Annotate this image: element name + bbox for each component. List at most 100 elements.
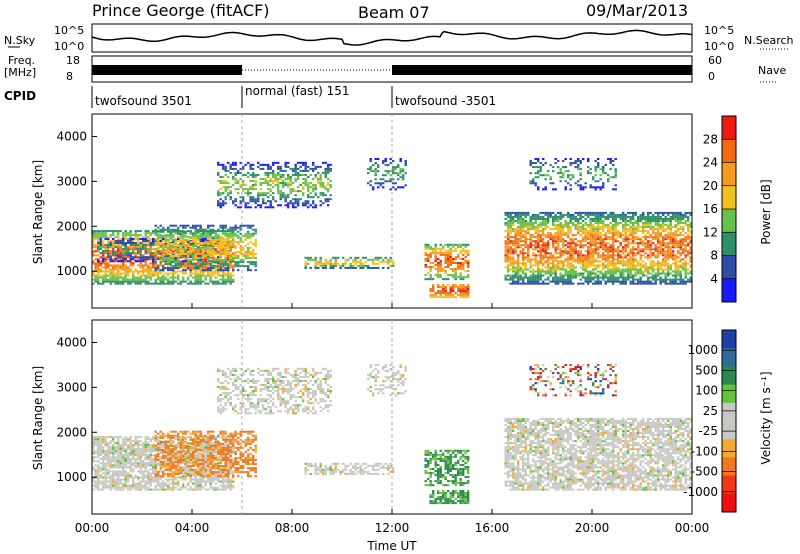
power-cell [617,268,620,271]
power-cell [647,282,650,285]
power-cell [239,224,242,227]
power-cell [509,217,512,220]
power-cell [647,219,650,223]
power-cell [689,258,692,261]
power-cell [117,278,120,281]
power-cell [667,244,670,247]
power-cell [517,262,520,265]
power-cell [662,228,665,231]
power-cell [587,264,590,267]
power-cell [532,182,535,185]
power-cell [132,252,135,255]
power-cell [147,270,150,273]
power-cell [219,255,222,258]
power-cell [554,252,557,255]
power-cell [512,244,515,247]
power-cell [642,215,645,218]
power-cell [537,230,540,233]
power-cell [552,270,555,273]
power-cell [667,272,670,275]
power-cell [264,182,267,185]
power-cell [117,250,120,253]
power-cell [139,274,142,277]
power-cell [687,230,690,233]
power-cell [564,213,567,216]
power-cell [239,232,242,235]
power-cell [229,226,232,229]
power-cell [132,234,135,237]
power-cell [537,276,540,279]
power-cell [524,238,527,241]
power-cell [512,262,515,265]
power-cell [594,234,597,237]
power-cell [604,270,607,273]
power-cell [534,244,537,247]
power-cell [687,254,690,257]
power-cell [599,254,602,257]
power-cell [634,260,637,263]
power-cell [149,268,152,271]
power-cell [537,266,540,269]
power-cell [679,211,682,214]
power-cell [149,240,152,243]
power-cell [539,174,542,177]
power-cell [177,226,180,229]
power-cell [424,278,427,281]
power-cell [247,255,250,258]
power-cell [627,211,630,214]
power-cell [147,274,150,277]
power-cell [444,249,447,252]
power-cell [504,217,507,220]
power-cell [684,254,687,257]
power-cell [629,226,632,229]
power-cell [624,264,627,267]
power-cell [202,248,205,251]
power-cell [672,244,675,247]
power-cell [564,272,567,275]
power-cell [182,269,185,272]
power-cell [557,238,560,241]
power-cell [242,198,245,201]
power-cell [612,272,615,275]
power-cell [687,278,690,281]
power-cell [217,194,220,197]
power-cell [544,242,547,245]
power-cell [312,177,315,181]
power-cell [127,268,130,271]
power-cell [242,248,245,251]
power-cell [512,215,515,218]
power-cell [542,262,545,265]
power-cell [129,278,132,281]
power-cell [579,222,582,225]
power-cell [239,186,242,189]
power-cell [92,262,95,265]
power-cell [149,274,152,277]
power-cell [194,270,197,273]
power-cell [282,175,285,178]
power-cell [604,246,607,249]
power-cell [624,254,627,257]
power-cell [137,278,140,281]
power-cell [542,256,545,259]
power-cell [532,213,535,216]
power-cell [252,167,255,170]
power-cell [677,260,680,263]
power-cell [564,222,567,225]
power-cell [572,274,575,277]
power-cell [584,240,587,243]
power-cell [509,268,512,271]
power-cell [144,260,147,263]
power-cell [157,265,160,268]
power-cell [532,248,535,251]
power-cell [314,256,317,259]
power-cell [214,252,217,256]
power-cell [372,170,375,173]
power-cell [667,252,670,255]
power-cell [612,217,615,220]
power-cell [154,280,157,283]
power-cell [94,262,97,265]
power-cell [604,242,607,245]
power-cell [127,252,130,255]
power-cell [604,224,607,227]
power-cell [517,238,520,241]
